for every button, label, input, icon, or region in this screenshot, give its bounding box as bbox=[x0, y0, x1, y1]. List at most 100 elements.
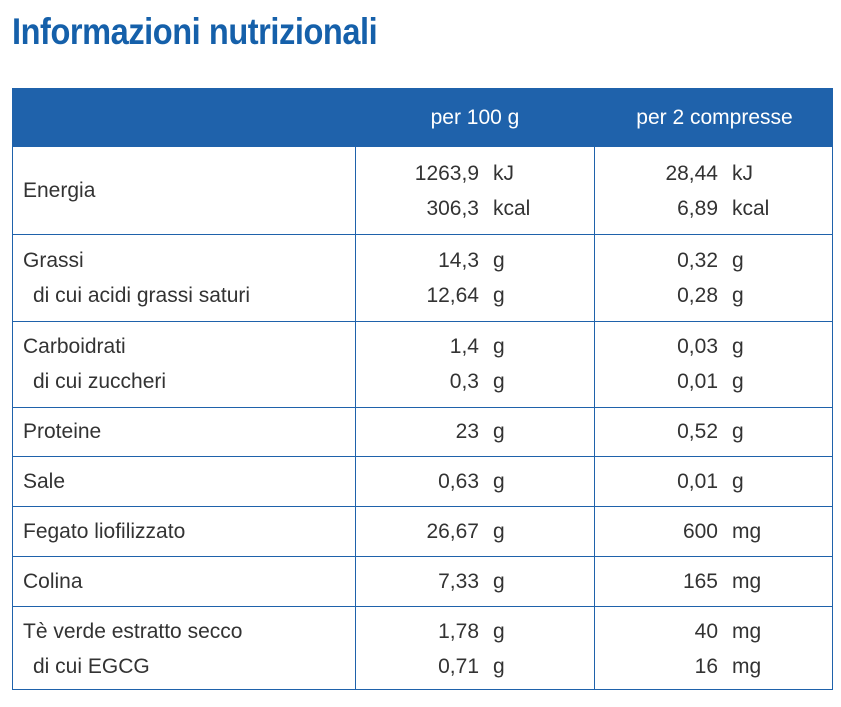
nutrient-value: 0,01 bbox=[677, 469, 718, 493]
value-line: 1263,9 kJ bbox=[355, 156, 595, 191]
value-line: 12,64 g bbox=[355, 278, 595, 313]
table-header: per 100 g per 2 compresse bbox=[13, 89, 832, 147]
row-divider bbox=[13, 407, 832, 408]
nutrient-unit: g bbox=[493, 420, 505, 443]
per-2-tablets-cell: 0,01 g bbox=[595, 456, 834, 506]
row-label-cell: Carboidrati di cui zuccheri bbox=[23, 321, 166, 407]
nutrient-value: 0,28 bbox=[677, 283, 718, 307]
value-line: 0,63 g bbox=[355, 464, 595, 499]
nutrient-unit: g bbox=[732, 469, 744, 493]
value-line: 0,01 g bbox=[595, 364, 834, 399]
row-label-cell: Tè verde estratto secco di cui EGCG bbox=[23, 606, 242, 692]
nutrient-value: 0,32 bbox=[677, 248, 718, 272]
nutrient-unit: kJ bbox=[493, 161, 514, 185]
header-per-2-tablets: per 2 compresse bbox=[636, 106, 793, 129]
nutrient-unit: g bbox=[493, 248, 505, 272]
row-divider bbox=[13, 456, 832, 457]
per-100g-cell: 1,4 g 0,3 g bbox=[355, 321, 595, 407]
table-row: Proteine 23 g 0,52 g bbox=[13, 407, 832, 456]
nutrient-unit: mg bbox=[732, 569, 762, 593]
nutrient-label: Tè verde estratto secco bbox=[23, 620, 243, 643]
nutrient-value: 12,64 bbox=[426, 283, 479, 307]
value-line: 0,71 g bbox=[355, 649, 595, 684]
nutrient-unit: g bbox=[493, 620, 505, 643]
nutrient-unit: g bbox=[493, 569, 505, 593]
per-100g-cell: 23 g bbox=[355, 407, 595, 456]
per-100g-cell: 14,3 g 12,64 g bbox=[355, 234, 595, 321]
column-divider bbox=[355, 147, 356, 689]
row-divider bbox=[13, 234, 832, 235]
nutrient-sublabel: di cui zuccheri bbox=[33, 370, 167, 393]
nutrient-value: 40 bbox=[694, 620, 718, 643]
table-row: Fegato liofilizzato 26,67 g 600 mg bbox=[13, 506, 832, 556]
nutrient-label: Proteine bbox=[23, 420, 102, 443]
value-line: 14,3 g bbox=[355, 243, 595, 278]
per-100g-cell: 26,67 g bbox=[355, 506, 595, 556]
nutrient-sublabel: di cui EGCG bbox=[33, 655, 150, 678]
value-line: 165 mg bbox=[595, 564, 834, 599]
nutrient-value: 16 bbox=[694, 655, 718, 678]
nutrient-value: 0,3 bbox=[449, 370, 479, 393]
nutrient-value: 0,71 bbox=[438, 655, 479, 678]
nutrient-value: 0,03 bbox=[677, 335, 718, 358]
nutrient-label: Fegato liofilizzato bbox=[23, 519, 186, 543]
per-2-tablets-cell: 40 mg 16 mg bbox=[595, 606, 834, 692]
value-line: 600 mg bbox=[595, 514, 834, 549]
row-label-cell: Sale bbox=[23, 456, 65, 506]
value-line: 16 mg bbox=[595, 649, 834, 684]
row-divider bbox=[13, 606, 832, 607]
value-line: 1,4 g bbox=[355, 329, 595, 364]
table-row: Tè verde estratto secco di cui EGCG 1,78 g 0… bbox=[13, 606, 832, 692]
row-divider bbox=[13, 321, 832, 322]
nutrient-value: 0,01 bbox=[677, 370, 718, 393]
value-line: 1,78 g bbox=[355, 614, 595, 649]
nutrient-value: 306,3 bbox=[426, 196, 479, 220]
nutrient-label: Carboidrati bbox=[23, 335, 126, 358]
nutrient-label: Grassi bbox=[23, 248, 84, 272]
value-line: 0,28 g bbox=[595, 278, 834, 313]
nutrient-sublabel: di cui acidi grassi saturi bbox=[33, 283, 251, 307]
row-label-cell: Colina bbox=[23, 556, 83, 606]
per-100g-cell: 1,78 g 0,71 g bbox=[355, 606, 595, 692]
nutrient-unit: g bbox=[732, 283, 744, 307]
nutrient-label: Colina bbox=[23, 569, 83, 593]
value-line: 6,89 kcal bbox=[595, 191, 834, 226]
nutrient-unit: g bbox=[493, 519, 505, 543]
nutrient-unit: kJ bbox=[732, 161, 753, 185]
header-label-column bbox=[13, 89, 355, 147]
table-row: Colina 7,33 g 165 mg bbox=[13, 556, 832, 606]
per-2-tablets-cell: 0,03 g 0,01 g bbox=[595, 321, 834, 407]
per-100g-cell: 7,33 g bbox=[355, 556, 595, 606]
nutrient-value: 6,89 bbox=[677, 196, 718, 220]
value-line: 28,44 kJ bbox=[595, 156, 834, 191]
value-line: 0,52 g bbox=[595, 414, 834, 449]
value-line: 306,3 kcal bbox=[355, 191, 595, 226]
nutrient-value: 14,3 bbox=[438, 248, 479, 272]
nutrient-value: 28,44 bbox=[665, 161, 718, 185]
nutrient-value: 1263,9 bbox=[414, 161, 479, 185]
nutrient-value: 600 bbox=[682, 519, 718, 543]
value-line: 26,67 g bbox=[355, 514, 595, 549]
nutrient-unit: g bbox=[493, 655, 505, 678]
nutrition-table: per 100 g per 2 compresse Energia 1263,9 k… bbox=[12, 88, 833, 690]
value-line: 0,3 g bbox=[355, 364, 595, 399]
per-100g-cell: 1263,9 kJ 306,3 kcal bbox=[355, 147, 595, 234]
column-divider bbox=[594, 147, 595, 689]
per-2-tablets-cell: 600 mg bbox=[595, 506, 834, 556]
page-title: Informazioni nutrizionali bbox=[12, 11, 378, 52]
nutrient-unit: mg bbox=[732, 620, 762, 643]
nutrient-unit: g bbox=[493, 335, 505, 358]
nutrient-value: 0,63 bbox=[438, 469, 479, 493]
nutrient-value: 165 bbox=[682, 569, 718, 593]
header-per-100g: per 100 g bbox=[430, 106, 520, 129]
nutrient-label: Energia bbox=[23, 179, 96, 202]
per-100g-cell: 0,63 g bbox=[355, 456, 595, 506]
value-line: 0,03 g bbox=[595, 329, 834, 364]
nutrient-unit: g bbox=[732, 370, 744, 393]
row-label-cell: Proteine bbox=[23, 407, 101, 456]
per-2-tablets-cell: 0,32 g 0,28 g bbox=[595, 234, 834, 321]
value-line: 40 mg bbox=[595, 614, 834, 649]
nutrient-value: 7,33 bbox=[438, 569, 479, 593]
row-divider bbox=[13, 506, 832, 507]
nutrient-unit: g bbox=[493, 283, 505, 307]
